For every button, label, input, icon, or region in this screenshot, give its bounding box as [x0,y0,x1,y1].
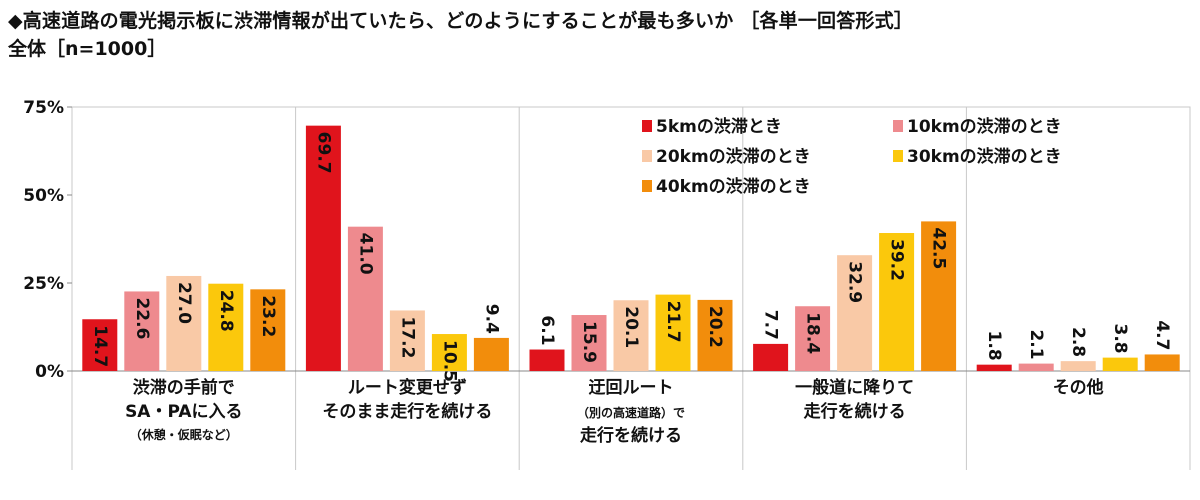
data-label: 17.2 [397,316,417,358]
bar [879,233,915,371]
data-label: 39.2 [887,239,907,281]
data-label: 18.4 [803,312,823,354]
bar [208,283,244,371]
y-tick-label: 25% [23,274,64,294]
bar [166,275,202,371]
data-label: 32.9 [845,261,865,303]
bar [837,255,873,371]
bar [431,334,467,371]
x-category-label: 渋滞の手前で [133,377,235,398]
x-category-label: 迂回ルート [589,378,674,398]
data-label: 3.8 [1110,323,1130,353]
y-tick-label: 75% [23,98,64,118]
legend-label: 20kmの渋滞のとき [656,146,811,167]
data-label: 2.8 [1068,327,1088,357]
data-label: 4.7 [1152,320,1172,350]
bar [976,364,1012,371]
x-category-label: その他 [1053,377,1104,398]
bar [1018,363,1054,371]
bar [529,349,565,371]
data-label: 2.1 [1026,329,1046,359]
x-category-label: 走行を続ける [804,401,906,422]
data-label: 24.8 [216,290,236,332]
data-label: 41.0 [355,233,375,275]
chart-subtitle: 全体［n=1000］ [8,38,167,60]
bar [389,310,425,371]
x-category-note: （休憩・仮眠など） [130,427,238,442]
data-label: 21.7 [663,301,683,343]
bar [1144,354,1180,371]
legend-swatch [893,120,903,132]
bar [250,289,286,371]
bar [613,300,649,371]
legend-swatch [893,150,903,162]
bar [571,315,607,371]
x-category-label: ルート変更せず [348,377,467,398]
bar [473,337,509,371]
legend-swatch [642,180,652,192]
y-tick-label: 0% [35,362,64,382]
data-label: 14.7 [90,325,110,367]
legend-label: 5kmの渋滞とき [656,116,782,137]
data-label: 23.2 [258,295,278,337]
x-category-label: 一般道に降りて [795,377,914,398]
data-label: 10.5 [439,340,459,382]
chart-title: ◆高速道路の電光掲示板に渋滞情報が出ていたら、どのようにすることが最も多いか ［… [8,10,914,32]
legend-label: 30kmの渋滞のとき [907,146,1062,167]
data-label: 27.0 [174,282,194,324]
y-tick-label: 50% [23,186,64,206]
bar [697,299,733,371]
x-category-label: （別の高速道路）で [577,405,685,420]
data-label: 69.7 [313,132,333,174]
bar [753,343,789,371]
x-category-label: 走行を続ける [580,425,682,446]
legend-swatch [642,120,652,132]
data-label: 22.6 [132,297,152,339]
data-label: 15.9 [579,321,599,363]
bar [347,226,383,371]
data-label: 7.7 [761,310,781,340]
data-label: 9.4 [481,304,501,334]
bar [655,294,691,371]
legend-label: 40kmの渋滞のとき [656,176,811,197]
bar [124,291,160,371]
bar [1102,357,1138,371]
data-label: 20.2 [705,306,725,348]
bar [82,319,118,371]
bar [795,306,831,371]
legend-label: 10kmの渋滞のとき [907,116,1062,137]
bar [1060,361,1096,371]
x-category-label: そのまま走行を続ける [322,401,492,422]
bar [921,221,957,371]
data-label: 1.8 [984,331,1004,361]
data-label: 20.1 [621,306,641,348]
data-label: 42.5 [929,227,949,269]
data-label: 6.1 [537,315,557,345]
x-category-label: SA・PAに入る [125,402,242,422]
bar [305,125,341,371]
legend-swatch [642,150,652,162]
